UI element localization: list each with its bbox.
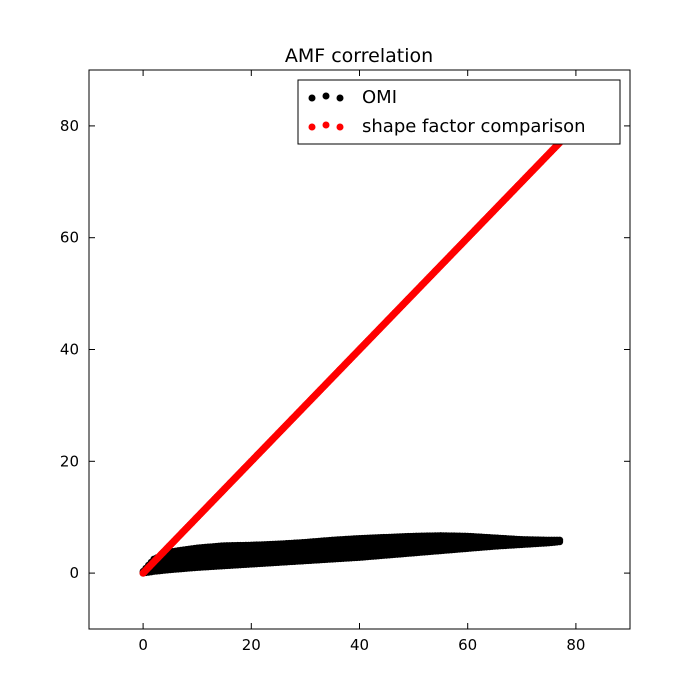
x-tick-label: 40 bbox=[350, 636, 369, 654]
omi-point bbox=[556, 538, 564, 546]
y-tick-label: 20 bbox=[60, 452, 79, 470]
legend-label-shape-factor: shape factor comparison bbox=[362, 116, 586, 137]
y-tick-label: 0 bbox=[69, 564, 79, 582]
legend: OMI shape factor comparison bbox=[297, 79, 621, 145]
x-tick-label: 60 bbox=[458, 636, 477, 654]
axis-ticks: 0 20 40 60 80 0 20 40 60 80 bbox=[60, 70, 630, 654]
y-tick-label: 40 bbox=[60, 341, 79, 359]
chart-title: AMF correlation bbox=[285, 45, 433, 67]
plot-area bbox=[139, 139, 564, 577]
y-tick-label: 60 bbox=[60, 229, 79, 247]
legend-box bbox=[297, 79, 621, 145]
y-tick-label: 80 bbox=[60, 117, 79, 135]
x-tick-label: 0 bbox=[138, 636, 148, 654]
x-tick-label: 20 bbox=[242, 636, 261, 654]
legend-label-omi: OMI bbox=[362, 87, 397, 108]
legend-marker-shape-factor bbox=[308, 121, 344, 131]
legend-marker-omi bbox=[308, 92, 344, 102]
x-tick-label: 80 bbox=[566, 636, 585, 654]
